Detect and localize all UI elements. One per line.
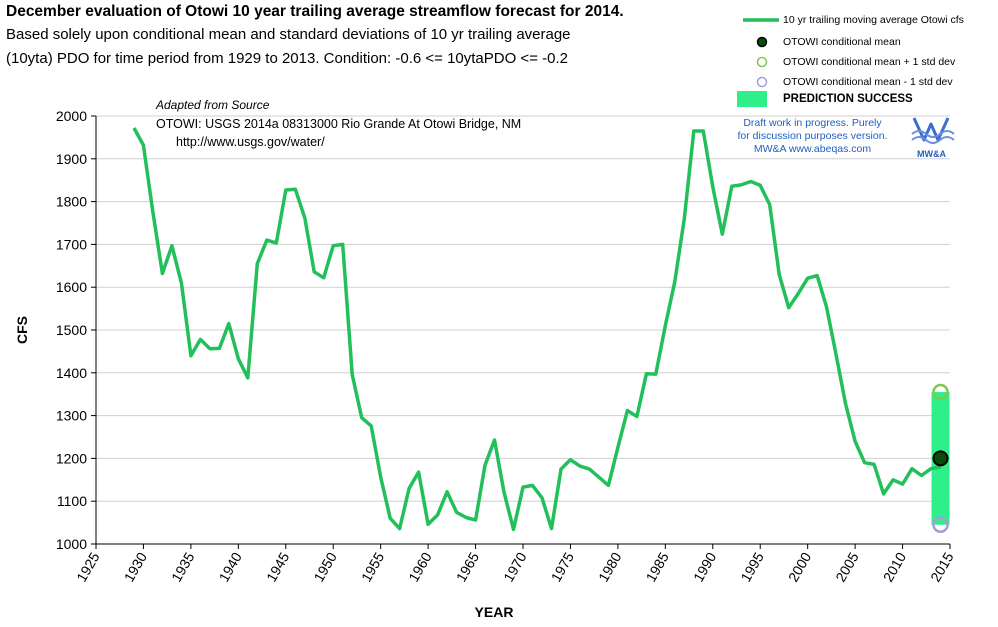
gridlines: [96, 115, 950, 545]
plus-1sd-marker: [932, 383, 949, 401]
x-tick-label: 1995: [737, 549, 767, 584]
mwa-wave-logo-icon: [911, 117, 955, 144]
logo-text: MW&A: [917, 149, 946, 159]
draft-note-line2: for discussion purposes version.: [737, 130, 888, 142]
legend-entry-prediction-success: PREDICTION SUCCESS: [783, 93, 913, 105]
minus-1sd-marker: [932, 516, 949, 533]
source-url: http://www.usgs.gov/water/: [176, 135, 325, 149]
source-adapted-note: Adapted from Source: [156, 98, 270, 112]
x-tick-label: 2000: [785, 549, 815, 584]
logo-wave-1: [911, 130, 955, 138]
x-tick-label: 1930: [121, 549, 151, 584]
x-tick-label: 1985: [642, 549, 672, 584]
y-tick-label: 1900: [56, 151, 87, 167]
y-tick-label: 1600: [56, 279, 87, 295]
y-tick-label: 1000: [56, 536, 87, 552]
conditional-mean-marker: [932, 450, 949, 467]
legend-swatch-success: [737, 91, 767, 107]
x-tick-label: 2005: [832, 549, 862, 584]
legend-swatch-minus-1sd: [756, 76, 768, 88]
legend-entry-mean: OTOWI conditional mean: [783, 36, 901, 48]
y-tick-labels: 1000 1100 1200 1300 1400 1500 1600 1700 1800 1900…: [56, 108, 87, 552]
draft-note-line3: MW&A www.abeqas.com: [753, 143, 872, 155]
legend-entry-series: 10 yr trailing moving average Otowi cfs: [783, 14, 964, 26]
chart-subtitle-line2: (10yta) PDO for time period from 1929 to…: [6, 50, 568, 67]
y-tick-label: 1800: [56, 194, 87, 210]
x-tick-label: 1980: [595, 549, 625, 584]
y-tick-label: 1400: [56, 365, 87, 381]
chart-title: December evaluation of Otowi 10 year tra…: [6, 3, 624, 20]
x-tick-label: 2015: [927, 549, 957, 584]
x-tick-label: 1945: [263, 549, 293, 584]
series-line: [132, 127, 941, 532]
legend-swatch-plus-1sd: [756, 56, 768, 68]
x-tick-label: 1970: [500, 549, 530, 584]
y-axis-label: CFS: [14, 316, 30, 344]
source-name: OTOWI: USGS 2014a 08313000 Rio Grande At…: [156, 117, 522, 131]
chart-subtitle-line1: Based solely upon conditional mean and s…: [6, 26, 571, 43]
legend-entry-minus-1sd: OTOWI conditional mean - 1 std dev: [783, 76, 953, 88]
x-tick-label: 1950: [310, 549, 340, 584]
x-tick-label: 1965: [453, 549, 483, 584]
x-axis-label: YEAR: [475, 604, 514, 620]
legend-swatch-mean: [756, 36, 768, 48]
x-tick-label: 1940: [215, 549, 245, 584]
draft-note-line1: Draft work in progress. Purely: [743, 117, 882, 129]
forecast-markers: [932, 383, 949, 533]
y-tick-label: 1100: [57, 493, 87, 509]
x-tick-label: 1960: [405, 549, 435, 584]
legend-symbols: [737, 18, 779, 107]
x-tick-label: 1935: [168, 549, 198, 584]
x-tick-label: 2010: [880, 549, 910, 584]
x-tick-label: 1975: [548, 549, 578, 584]
y-tick-label: 1300: [56, 408, 87, 424]
y-tick-label: 2000: [56, 108, 87, 124]
axes: [91, 115, 951, 549]
x-tick-label: 1990: [690, 549, 720, 584]
legend-entry-plus-1sd: OTOWI conditional mean + 1 std dev: [783, 56, 956, 68]
series-line-otowi: [132, 127, 941, 532]
logo-wave-2: [911, 136, 955, 144]
x-tick-label: 1925: [73, 549, 103, 584]
y-tick-label: 1200: [56, 450, 87, 466]
y-tick-label: 1700: [56, 236, 87, 252]
x-tick-label: 1955: [358, 549, 388, 584]
y-tick-label: 1500: [56, 322, 87, 338]
x-tick-labels: 1925 1930 1935 1940 1945 1950 1955 1960 1965 1970…: [73, 549, 957, 584]
